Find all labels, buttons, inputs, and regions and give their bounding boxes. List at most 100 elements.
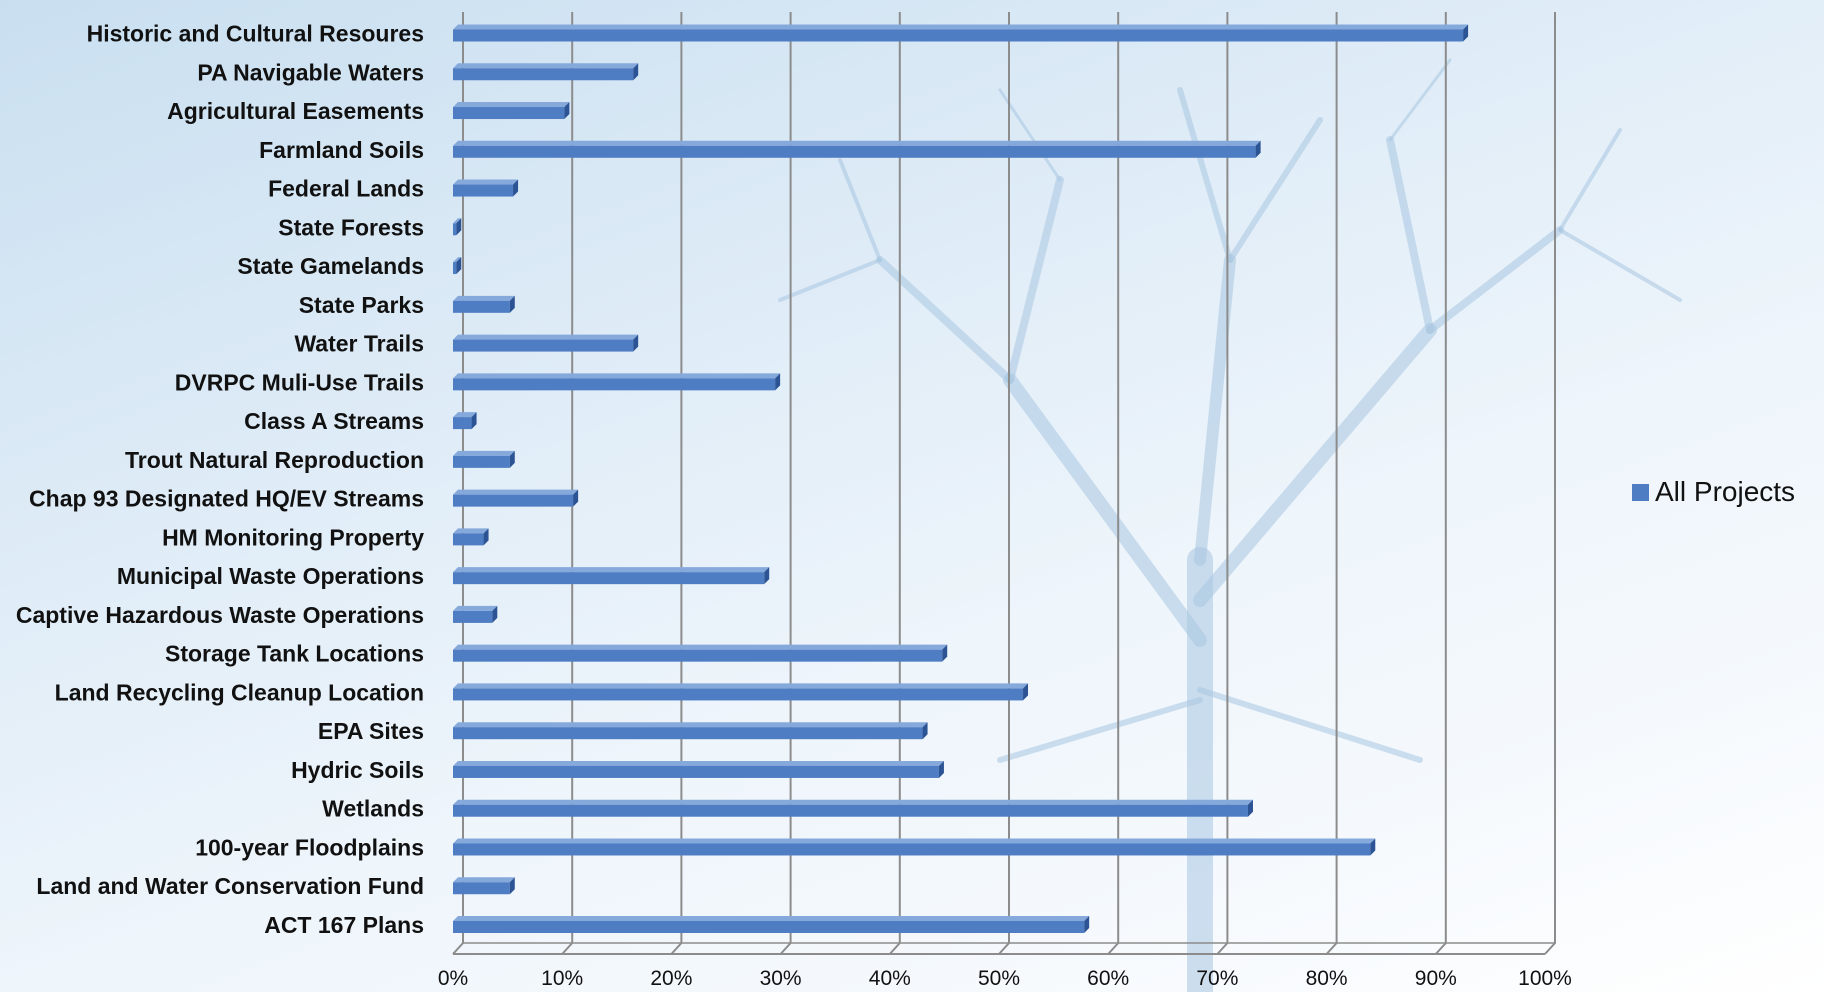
bar-side-face [509,877,515,895]
bar-top-face [453,683,1029,689]
tree-branch [1006,176,1064,384]
bar [453,838,1376,856]
bar-top-face [453,373,781,379]
bar-side-face [1255,140,1261,158]
bar [453,799,1253,817]
bar-front-face [453,494,574,507]
category-label: HM Monitoring Property [162,524,424,550]
bar [453,760,944,778]
bar [453,567,770,585]
grid [452,12,1556,955]
bar-side-face [483,528,489,546]
bar-top-face [453,605,498,611]
bar-front-face [453,145,1256,158]
tree-branch [997,697,1203,763]
legend-swatch [1632,483,1649,501]
category-label: Hydric Soils [291,757,424,783]
bar-top-face [453,760,944,766]
bar-front-face [453,29,1464,42]
bar-front-face [453,107,565,120]
category-label: Chap 93 Designated HQ/EV Streams [29,486,424,512]
bar-side-face [509,295,515,313]
category-label: Farmland Soils [259,137,424,163]
x-tick-label: 0% [438,967,468,990]
bar-top-face [453,412,477,418]
bar-side-face [509,450,515,468]
bar-front-face [453,843,1371,856]
tree-branch [876,256,1014,384]
bar [453,644,948,662]
bar [453,412,477,430]
bar [453,334,639,352]
category-label: Land and Water Conservation Fund [36,873,424,899]
category-labels: Historic and Cultural Resoures PA Navigab… [16,21,424,939]
bar-side-face [1463,24,1469,42]
category-label: EPA Sites [318,718,424,744]
bar-top-face [453,334,639,340]
bar-front-face [453,804,1248,817]
tree-watermark [778,58,1682,992]
bar-front-face [453,223,457,236]
gridline [1435,12,1447,955]
bar [453,24,1469,42]
bar-top-face [453,644,948,650]
bar-top-face [453,838,1376,844]
bar-side-face [938,760,944,778]
bar-side-face [573,489,579,507]
category-label: Wetlands [322,796,424,822]
bar-front-face [453,882,510,895]
category-label: Land Recycling Cleanup Location [55,679,424,705]
category-label: Water Trails [294,331,424,357]
bar [453,373,781,391]
bar-side-face [456,218,462,236]
tree-branch [1003,373,1207,647]
bar [453,489,579,507]
bar-side-face [633,334,639,352]
bar [453,722,928,740]
bar-side-face [764,567,770,585]
bar [453,528,489,546]
category-label: Federal Lands [268,176,424,202]
bar-side-face [1084,916,1090,933]
bar-front-face [453,68,634,81]
category-label: Municipal Waste Operations [117,563,424,589]
bar-side-face [456,257,462,275]
category-label: Storage Tank Locations [165,641,424,667]
bar-top-face [453,63,639,69]
bar [453,179,519,197]
x-tick-label: 80% [1306,967,1348,990]
bar-top-face [453,799,1253,805]
bar-front-face [453,688,1024,701]
category-label: DVRPC Muli-Use Trails [175,369,424,395]
category-label: State Parks [299,292,424,318]
x-tick-label: 30% [760,967,802,990]
tree-branch [1227,117,1323,263]
x-tick-label: 90% [1415,967,1457,990]
category-label: State Forests [278,214,424,240]
bar-top-face [453,257,462,263]
category-label: ACT 167 Plans [264,912,424,938]
tree-branch [1426,226,1564,334]
bar [453,877,515,895]
bar-side-face [513,179,519,197]
bar-front-face [453,649,943,662]
bar-side-face [471,412,477,430]
category-label: Historic and Cultural Resoures [87,21,424,47]
x-tick-label: 20% [650,967,692,990]
bar-front-face [453,610,493,623]
bar-front-face [453,300,510,313]
bar [453,605,498,623]
bar-front-face [453,262,457,275]
tree-branch [1558,128,1622,232]
bar-side-face [564,102,570,120]
bar-top-face [453,450,515,456]
tree-branch [1177,87,1233,263]
bar-front-face [453,455,510,468]
bar-front-face [453,727,923,740]
bar-top-face [453,877,515,883]
bar-front-face [453,339,634,352]
bar-front-face [453,417,472,430]
bar [453,257,462,275]
category-label: Class A Streams [244,408,424,434]
